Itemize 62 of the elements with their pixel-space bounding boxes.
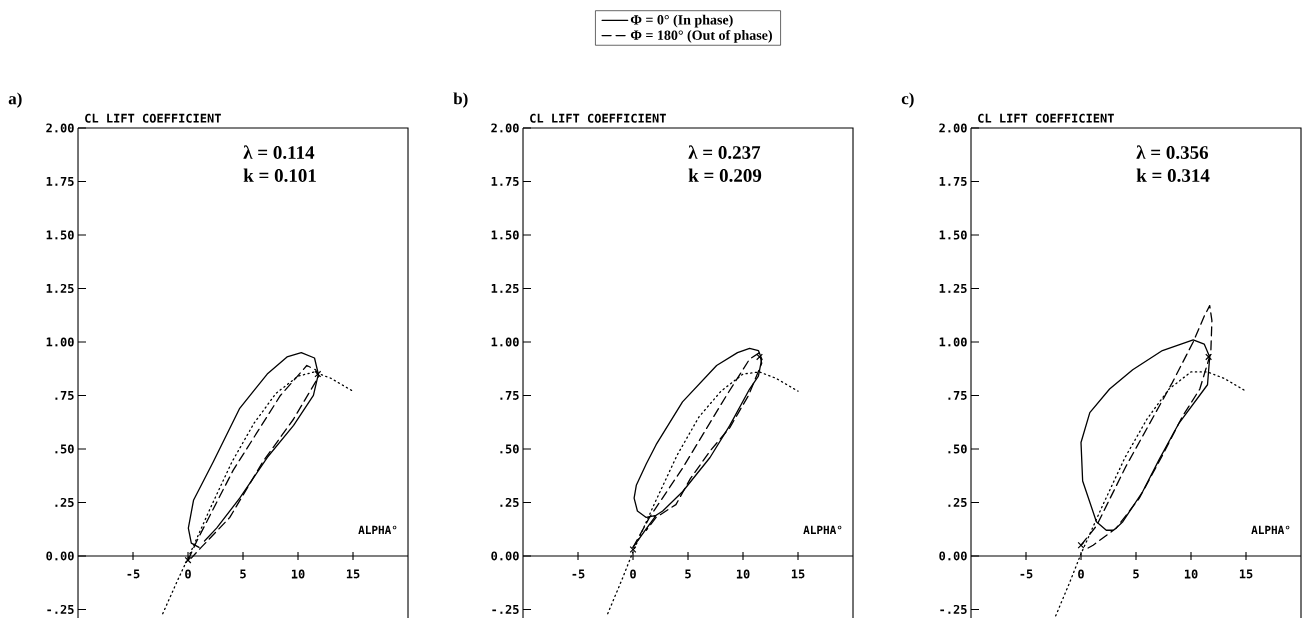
y-axis-title: CL LIFT COEFFICIENT [978,113,1114,123]
y-tick-label: 0.00 [46,551,74,561]
x-axis-title: ALPHA° [1251,525,1290,534]
y-tick-label: 0.00 [939,551,967,561]
y-tick-label: -.25 [940,604,967,614]
y-tick-label: 1.00 [939,337,967,347]
y-tick-label: -.25 [47,604,74,614]
y-tick-label: 1.50 [939,230,967,240]
chart-title: c) [901,92,914,108]
annotation: λ = 0.114 [243,145,315,159]
y-tick-label: 1.50 [46,230,74,240]
x-tick-label: 15 [1239,569,1253,579]
y-tick-label: .25 [500,497,519,507]
x-tick-label: 0 [630,569,636,579]
y-tick-label: 0.00 [491,551,519,561]
legend-label: Φ = 180° (Out of phase) [630,29,772,43]
x-axis-title: ALPHA° [803,525,842,534]
chart-title: a) [8,92,22,108]
legend-label: Φ = 0° (In phase) [630,14,733,28]
x-tick-label: 0 [185,569,191,579]
x-tick-label: 5 [685,569,691,579]
y-tick-label: 2.00 [491,123,519,133]
y-tick-label: 1.50 [491,230,519,240]
x-tick-label: -5 [572,569,585,579]
y-tick-label: 1.00 [46,337,74,347]
x-tick-label: -5 [127,569,140,579]
annotation: k = 0.314 [1136,168,1210,182]
y-tick-label: 1.25 [46,283,74,294]
y-tick-label: .25 [948,497,967,507]
annotation: k = 0.209 [688,168,762,182]
y-tick-label: 2.00 [46,123,74,133]
y-tick-label: 1.00 [491,337,519,347]
y-tick-label: 1.75 [939,177,967,186]
y-tick-label: .50 [500,444,519,454]
y-tick-label: .25 [55,497,74,507]
annotation: k = 0.101 [243,168,316,182]
x-tick-label: 0 [1078,569,1084,579]
annotation: λ = 0.237 [688,145,761,159]
y-tick-label: -.25 [492,604,519,614]
y-axis-title: CL LIFT COEFFICIENT [530,113,666,123]
x-tick-label: 10 [1184,569,1198,579]
x-tick-label: 10 [736,569,750,579]
annotation: λ = 0.356 [1136,145,1209,159]
chart-title: b) [453,92,468,108]
x-tick-label: 15 [791,569,805,579]
y-tick-label: .75 [948,391,967,400]
y-tick-label: 1.25 [491,283,519,294]
y-tick-label: 1.25 [939,283,967,294]
y-tick-label: 1.75 [46,177,74,186]
x-tick-label: 15 [346,569,360,579]
y-tick-label: .50 [948,444,967,454]
x-tick-label: 10 [291,569,305,579]
y-tick-label: .75 [500,391,519,400]
y-tick-label: .50 [55,444,74,454]
x-tick-label: 5 [240,569,246,579]
y-axis-title: CL LIFT COEFFICIENT [85,113,221,123]
y-tick-label: 1.75 [491,177,519,186]
x-tick-label: -5 [1020,569,1033,579]
y-tick-label: .75 [55,391,74,400]
x-tick-label: 5 [1133,569,1139,579]
x-axis-title: ALPHA° [358,525,397,534]
y-tick-label: 2.00 [939,123,967,133]
